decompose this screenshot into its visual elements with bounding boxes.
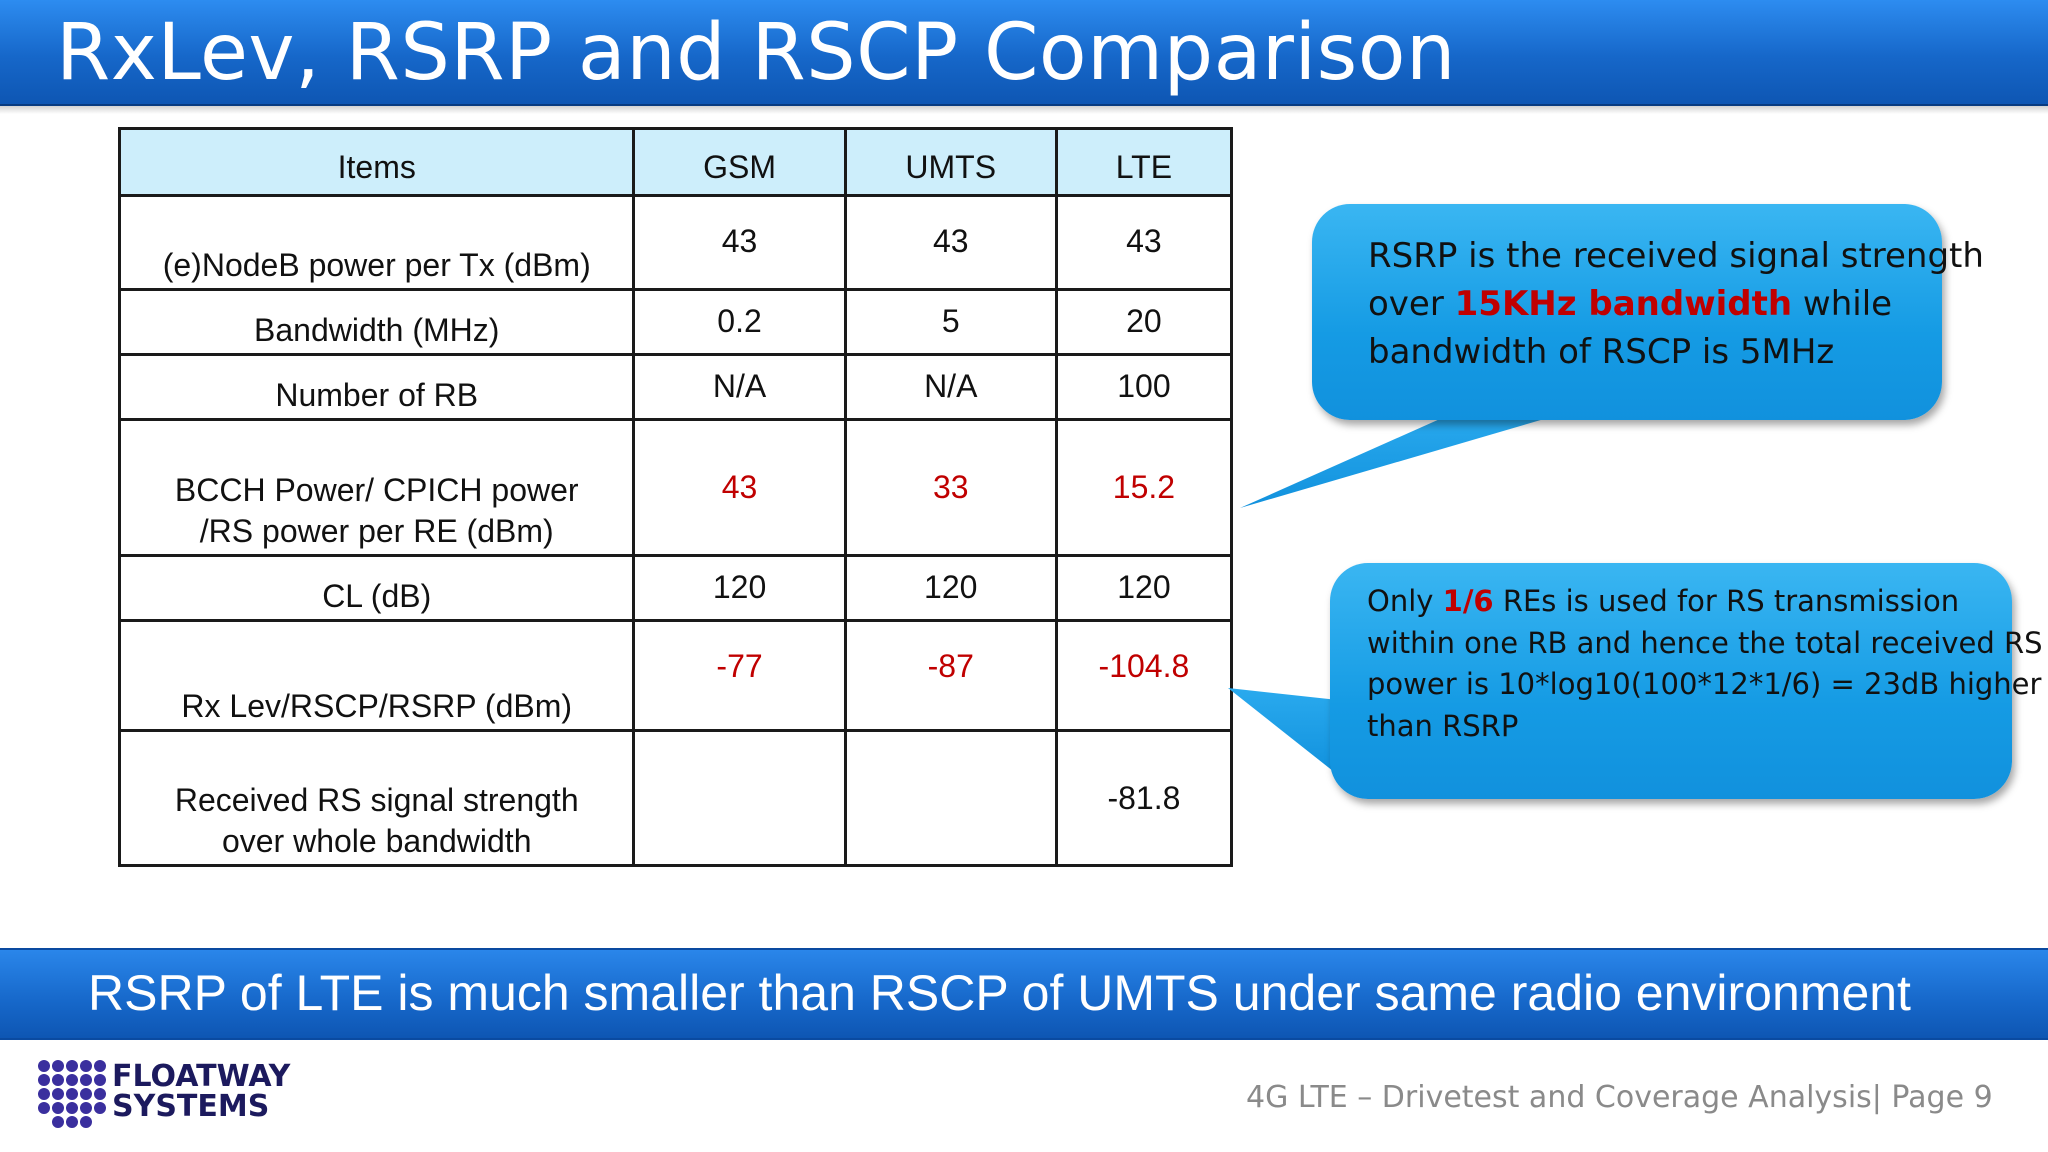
header-gsm: GSM <box>632 127 847 197</box>
row-item: Rx Lev/RSCP/RSRP (dBm) <box>117 619 636 732</box>
table-row: CL (dB) 120 120 120 <box>117 554 1234 622</box>
row-item: Bandwidth (MHz) <box>117 288 636 356</box>
callout-rs-re: Only 1/6 REs is used for RS transmission… <box>1330 563 2043 799</box>
cell-gsm: -77 <box>632 619 847 732</box>
callout-rsrp-bandwidth: RSRP is the received signal strength ove… <box>1312 204 1984 420</box>
row-item: Received RS signal strength over whole b… <box>117 729 636 867</box>
comparison-table: Items GSM UMTS LTE (e)NodeB power per Tx… <box>117 127 1234 867</box>
cell-lte: 120 <box>1054 554 1234 622</box>
table-row: BCCH Power/ CPICH power /RS power per RE… <box>117 418 1234 557</box>
row-item: CL (dB) <box>117 554 636 622</box>
row-item: (e)NodeB power per Tx (dBm) <box>117 194 636 291</box>
cell-umts: -87 <box>843 619 1058 732</box>
cell-umts: N/A <box>843 353 1058 421</box>
callout2-line2: within one RB and hence the total receiv… <box>1367 625 2043 660</box>
callout1-line3: bandwidth of RSCP is 5MHz <box>1368 332 1835 372</box>
table-row: Received RS signal strength over whole b… <box>117 729 1234 867</box>
summary-banner: RSRP of LTE is much smaller than RSCP of… <box>0 948 2048 1040</box>
table-header-row: Items GSM UMTS LTE <box>117 127 1234 197</box>
row-item-line2: /RS power per RE (dBm) <box>199 513 554 549</box>
callout2-text: Only 1/6 REs is used for RS transmission… <box>1367 581 2043 747</box>
slide-title: RxLev, RSRP and RSCP Comparison <box>56 8 1456 98</box>
cell-lte: 15.2 <box>1054 418 1234 557</box>
header-items: Items <box>117 127 636 197</box>
callout2-line3: power is 10*log10(100*12*1/6) = 23dB hig… <box>1367 667 2042 701</box>
floatway-logo: FLOATWAY SYSTEMS <box>36 1056 296 1128</box>
header-umts: UMTS <box>843 127 1058 197</box>
cell-gsm: 120 <box>632 554 847 622</box>
table-row: Bandwidth (MHz) 0.2 5 20 <box>117 288 1234 356</box>
cell-gsm: 0.2 <box>632 288 847 356</box>
callout1-highlight: 15KHz bandwidth <box>1454 284 1793 324</box>
cell-gsm <box>632 729 847 867</box>
header-lte: LTE <box>1054 127 1234 197</box>
row-item-line2: over whole bandwidth <box>221 823 532 859</box>
cell-lte: 43 <box>1054 194 1234 291</box>
logo-line2: SYSTEMS <box>112 1089 270 1124</box>
cell-gsm: N/A <box>632 353 847 421</box>
cell-umts: 33 <box>843 418 1058 557</box>
cell-lte: 100 <box>1054 353 1234 421</box>
logo-line1: FLOATWAY <box>112 1059 291 1094</box>
cell-lte: -81.8 <box>1054 729 1234 867</box>
title-shadow <box>0 104 2048 114</box>
title-bar: RxLev, RSRP and RSCP Comparison <box>0 0 2048 106</box>
callout2-highlight: 1/6 <box>1442 584 1494 618</box>
callout2-line4: than RSRP <box>1367 708 1519 743</box>
callout1-line2: over 15KHz bandwidth while <box>1368 284 1893 324</box>
row-item: Number of RB <box>117 353 636 421</box>
table-row: Number of RB N/A N/A 100 <box>117 353 1234 421</box>
callout1-text: RSRP is the received signal strength ove… <box>1368 232 1984 376</box>
cell-lte: -104.8 <box>1054 619 1234 732</box>
table-row: (e)NodeB power per Tx (dBm) 43 43 43 <box>117 194 1234 291</box>
cell-umts: 5 <box>843 288 1058 356</box>
cell-umts <box>843 729 1058 867</box>
footer-page-label: 4G LTE – Drivetest and Coverage Analysis… <box>1246 1080 1993 1115</box>
row-item-line1: Received RS signal strength <box>174 782 579 818</box>
callout2-line1: Only 1/6 REs is used for RS transmission <box>1367 584 1960 618</box>
cell-gsm: 43 <box>632 194 847 291</box>
cell-umts: 120 <box>843 554 1058 622</box>
logo-dots-icon <box>38 1060 106 1128</box>
callout1-line1: RSRP is the received signal strength <box>1368 236 1984 276</box>
callout2-pointer <box>1228 688 1338 775</box>
cell-umts: 43 <box>843 194 1058 291</box>
table-row: Rx Lev/RSCP/RSRP (dBm) -77 -87 -104.8 <box>117 619 1234 732</box>
row-item: BCCH Power/ CPICH power /RS power per RE… <box>117 418 636 557</box>
cell-lte: 20 <box>1054 288 1234 356</box>
callout1-pointer <box>1240 410 1575 508</box>
cell-gsm: 43 <box>632 418 847 557</box>
row-item-line1: BCCH Power/ CPICH power <box>174 472 579 508</box>
summary-banner-text: RSRP of LTE is much smaller than RSCP of… <box>88 965 1911 1021</box>
